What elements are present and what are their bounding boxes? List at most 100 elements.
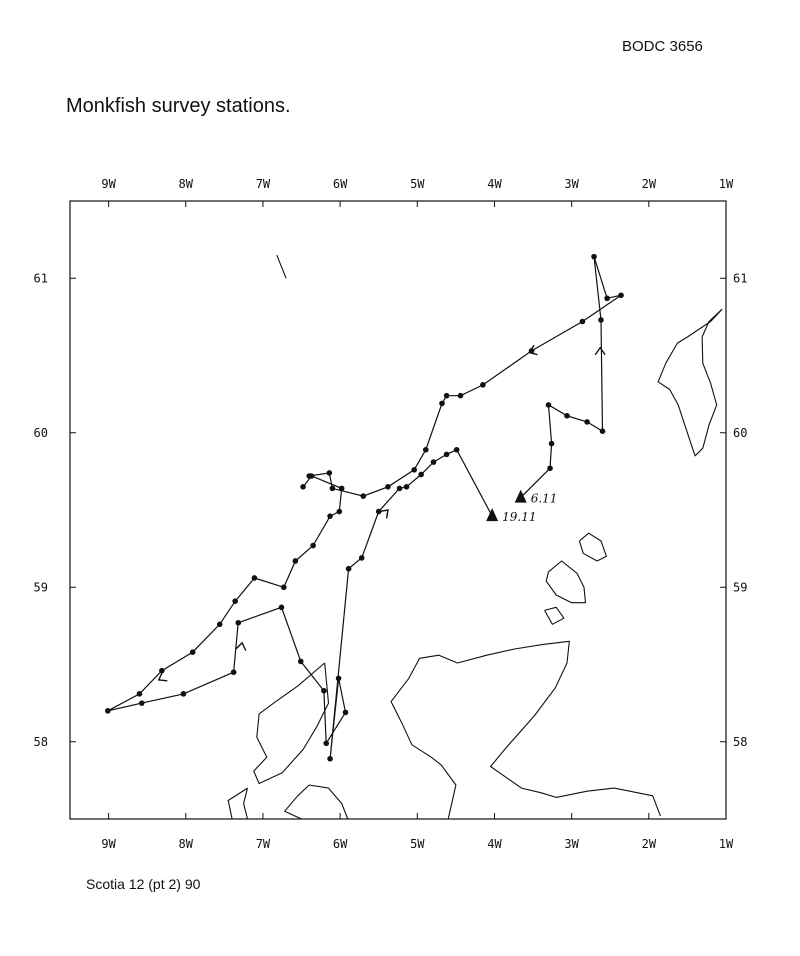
lon-tick-label-bottom: 6W [333, 837, 348, 851]
coastline-uist [227, 787, 249, 820]
lon-tick-label-top: 9W [101, 177, 116, 191]
coastline-orkney-mainland [545, 560, 587, 604]
station-dot [292, 558, 299, 564]
station-dot [545, 402, 552, 408]
cruise-track-layer [107, 256, 622, 759]
coastline-skye [284, 784, 349, 820]
lon-tick-label-bottom: 1W [719, 837, 734, 851]
direction-arrow [528, 344, 538, 356]
station-dot [235, 619, 242, 626]
station-dot [385, 484, 391, 490]
station-dot [591, 253, 597, 260]
station-dot [411, 467, 418, 473]
station-dot [338, 485, 345, 492]
station-dot [336, 508, 343, 515]
station-dot [358, 555, 365, 561]
start-marker-layer: 6.11 19.11 [486, 489, 558, 524]
station-dot [604, 295, 610, 302]
station-dot [480, 382, 486, 388]
station-dot [323, 740, 330, 747]
station-dot [375, 508, 382, 515]
lon-tick-label-bottom: 9W [101, 837, 116, 851]
coastline-lewis-harris [253, 662, 330, 785]
station-dot [280, 584, 287, 591]
coastline-orkney-north [578, 532, 607, 562]
map-frame [69, 200, 727, 820]
coastline-orkney-hoy [544, 606, 565, 625]
lat-tick-label-right: 60 [733, 426, 747, 440]
station-dot [598, 317, 604, 323]
coastline-scotland-mainland [390, 640, 661, 820]
station-dot [443, 451, 450, 458]
lon-tick-label-bottom: 8W [179, 837, 194, 851]
lat-tick-label-left: 61 [34, 271, 48, 285]
direction-arrow-head [594, 346, 606, 356]
station-dot [297, 658, 304, 665]
station-dot [278, 604, 285, 611]
station-dot [326, 470, 333, 476]
direction-arrow [594, 346, 606, 356]
lon-tick-label-bottom: 5W [410, 837, 425, 851]
station-dot [329, 485, 336, 492]
lon-tick-label-top: 8W [179, 177, 194, 191]
station-dot [180, 691, 187, 697]
lat-tick-label-left: 60 [34, 426, 48, 440]
start-marker-date: 19.11 [502, 510, 536, 524]
station-dot [457, 392, 464, 399]
station-dot [360, 493, 367, 499]
station-dot [403, 484, 410, 490]
station-dot [189, 649, 196, 655]
direction-arrow-head [235, 641, 247, 651]
station-dot [251, 575, 258, 581]
direction-arrow [379, 509, 389, 519]
lon-tick-label-top: 7W [256, 177, 271, 191]
lon-tick-label-top: 1W [719, 177, 734, 191]
lon-tick-label-top: 3W [564, 177, 579, 191]
lon-tick-label-top: 4W [487, 177, 502, 191]
coastline-shetland [657, 308, 723, 457]
station-dot [599, 428, 606, 435]
station-dot [418, 471, 424, 478]
lat-tick-label-left: 59 [34, 580, 48, 594]
station-dot [105, 708, 111, 714]
lon-tick-label-top: 6W [333, 177, 348, 191]
station-dot [430, 459, 437, 465]
station-dot [439, 400, 445, 407]
cruise-footer: Scotia 12 (pt 2) 90 [86, 876, 201, 892]
direction-arrow [157, 671, 168, 682]
track-leg-2 [107, 448, 493, 759]
station-dot [584, 419, 590, 425]
station-dot [230, 669, 237, 676]
station-dot [138, 700, 145, 706]
station-dot [579, 318, 586, 325]
direction-arrow-head [528, 344, 538, 356]
lat-tick-label-right: 59 [733, 580, 747, 594]
direction-arrow-head [157, 671, 168, 682]
station-dot [327, 755, 333, 762]
lon-tick-label-bottom: 3W [564, 837, 579, 851]
station-dot [422, 446, 429, 453]
station-dot [396, 485, 403, 492]
station-dot [232, 598, 238, 604]
station-layer [105, 253, 624, 762]
station-dot [300, 484, 306, 490]
station-dot [547, 465, 553, 472]
station-dot [443, 392, 450, 399]
start-marker-triangle [514, 489, 527, 503]
station-dot [308, 473, 315, 479]
lon-tick-label-bottom: 4W [487, 837, 502, 851]
start-marker-date: 6.11 [531, 492, 558, 506]
lat-tick-label-left: 58 [34, 735, 48, 749]
station-dot [548, 440, 555, 447]
lat-tick-label-right: 61 [733, 271, 747, 285]
lon-tick-label-top: 2W [642, 177, 657, 191]
lon-tick-label-top: 5W [410, 177, 425, 191]
coastline-layer [227, 254, 723, 820]
station-dot [342, 709, 349, 716]
direction-arrow-head [379, 509, 389, 519]
page-title: Monkfish survey stations. [66, 95, 291, 117]
lat-tick-label-right: 58 [733, 735, 747, 749]
lon-tick-label-bottom: 7W [256, 837, 271, 851]
direction-arrow [235, 641, 247, 651]
track-leg-1 [309, 256, 622, 499]
